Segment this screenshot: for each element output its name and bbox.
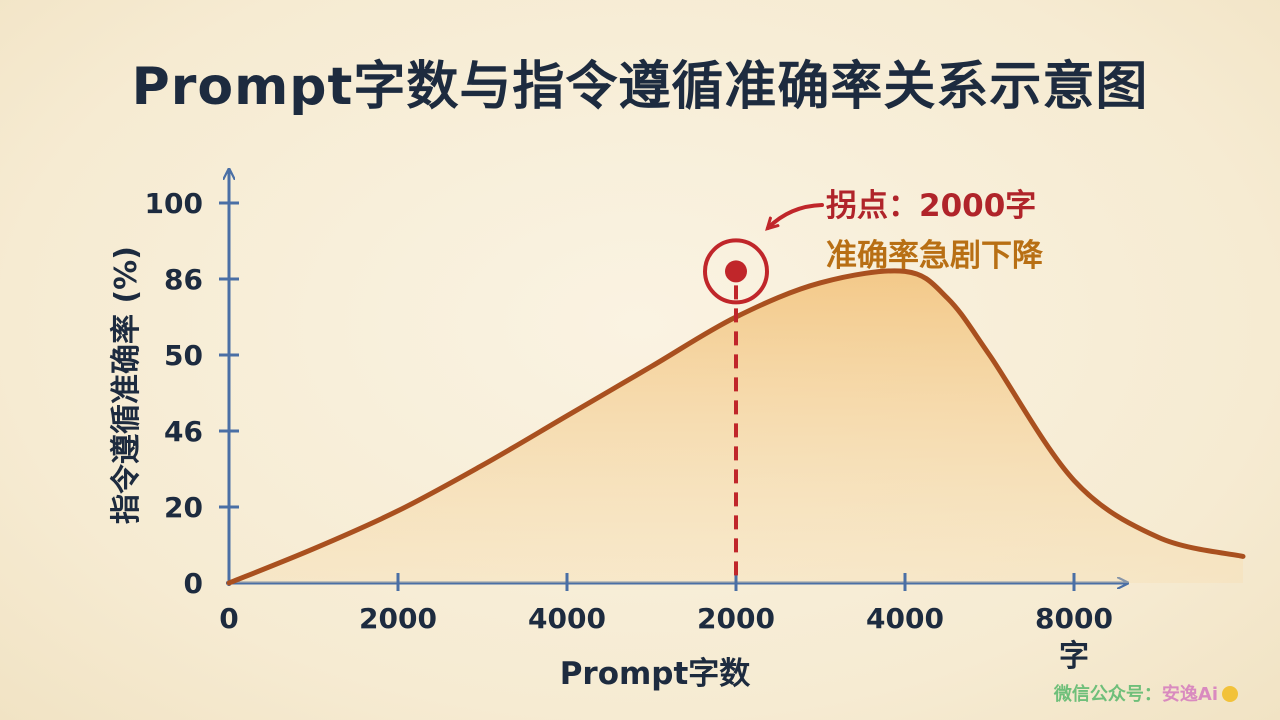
x-tick-label: 2000 [359,602,437,635]
watermark-prefix: 微信公众号： [1053,684,1162,705]
watermark: 微信公众号：安逸Ai [1054,680,1238,706]
peak-point [725,260,747,283]
annotation-line1: 拐点：2000字 [826,188,1036,224]
y-tick-label: 100 [145,187,203,220]
x-tick-label: 0 [219,602,238,635]
y-tick-label: 50 [164,339,203,372]
y-axis-ticks: 0 20 46 50 86 100 [145,187,239,600]
accuracy-curve-line [226,268,1246,586]
x-tick-label: 2000 [697,602,775,635]
annotation-arrow [768,203,824,228]
mascot-icon [1222,686,1238,702]
watermark-brand: 安逸Ai [1161,684,1218,705]
x-axis-label: Prompt字数 [560,656,751,692]
x-tick-label: 4000 [866,602,944,635]
peak-ring [703,238,769,305]
x-axis-unit: 字 [1059,639,1089,674]
y-tick-label: 86 [164,263,203,296]
y-tick-label: 0 [184,567,203,600]
x-tick-label: 4000 [528,602,606,635]
annotation-line2: 准确率急剧下降 [826,238,1044,274]
chart-title: Prompt字数与指令遵循准确率关系示意图 [131,57,1149,117]
x-tick-label: 8000 [1035,602,1113,635]
y-tick-label: 20 [164,491,203,524]
y-tick-label: 46 [164,415,203,448]
x-axis-ticks: 0 2000 4000 2000 4000 8000 [219,573,1113,635]
y-axis-label: 指令遵循准确率 (%) [109,246,144,524]
